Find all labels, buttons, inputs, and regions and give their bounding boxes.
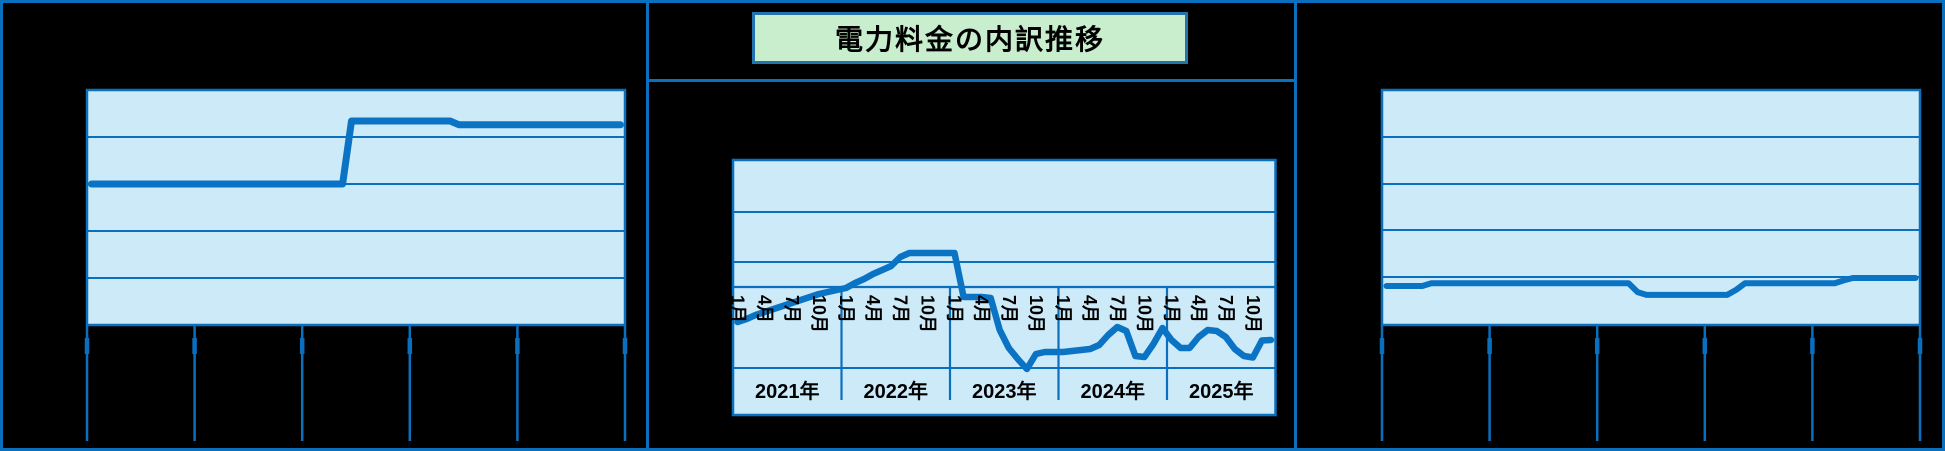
- month-tick-label: 10月: [809, 295, 829, 333]
- year-label: 2021年: [755, 379, 820, 403]
- month-tick-label: 7月: [782, 295, 802, 323]
- right-chart[interactable]: [1296, 0, 1945, 451]
- data-line: [1383, 275, 1919, 298]
- year-label: 2022年: [864, 379, 929, 403]
- plot-area: [87, 90, 625, 325]
- panel-divider-right: [1294, 0, 1297, 451]
- month-tick-label: 7月: [1216, 295, 1236, 323]
- month-tick-label: 4月: [755, 295, 775, 323]
- month-tick-label: 1月: [1162, 295, 1182, 323]
- data-line: [88, 117, 624, 188]
- plot-border: [85, 88, 627, 327]
- chart-title-box[interactable]: 電力料金の内訳推移: [752, 12, 1188, 64]
- month-tick-label: 1月: [728, 295, 748, 323]
- month-tick-label: 4月: [863, 295, 883, 323]
- chart-title: 電力料金の内訳推移: [834, 24, 1105, 55]
- month-tick-label: 10月: [1026, 295, 1046, 333]
- title-row-divider: [646, 79, 1297, 82]
- month-tick-label: 4月: [1189, 295, 1209, 323]
- plot-border: [731, 158, 1277, 417]
- left-chart[interactable]: [0, 0, 648, 451]
- month-tick-label: 7月: [1107, 295, 1127, 323]
- month-tick-label: 10月: [917, 295, 937, 333]
- year-label: 2024年: [1081, 379, 1146, 403]
- plot-border: [1380, 88, 1922, 327]
- month-tick-label: 4月: [1080, 295, 1100, 323]
- month-tick-label: 10月: [1243, 295, 1263, 333]
- year-label: 2023年: [972, 379, 1037, 403]
- month-tick-label: 7月: [890, 295, 910, 323]
- year-label: 2025年: [1189, 379, 1254, 403]
- month-tick-label: 1月: [1053, 295, 1073, 323]
- month-tick-label: 1月: [945, 295, 965, 323]
- data-line: [734, 249, 1275, 373]
- month-tick-label: 4月: [972, 295, 992, 323]
- month-tick-label: 10月: [1134, 295, 1154, 333]
- month-tick-label: 7月: [999, 295, 1019, 323]
- panel-divider-left: [646, 0, 649, 451]
- plot-area: [1382, 90, 1920, 325]
- month-tick-label: 1月: [836, 295, 856, 323]
